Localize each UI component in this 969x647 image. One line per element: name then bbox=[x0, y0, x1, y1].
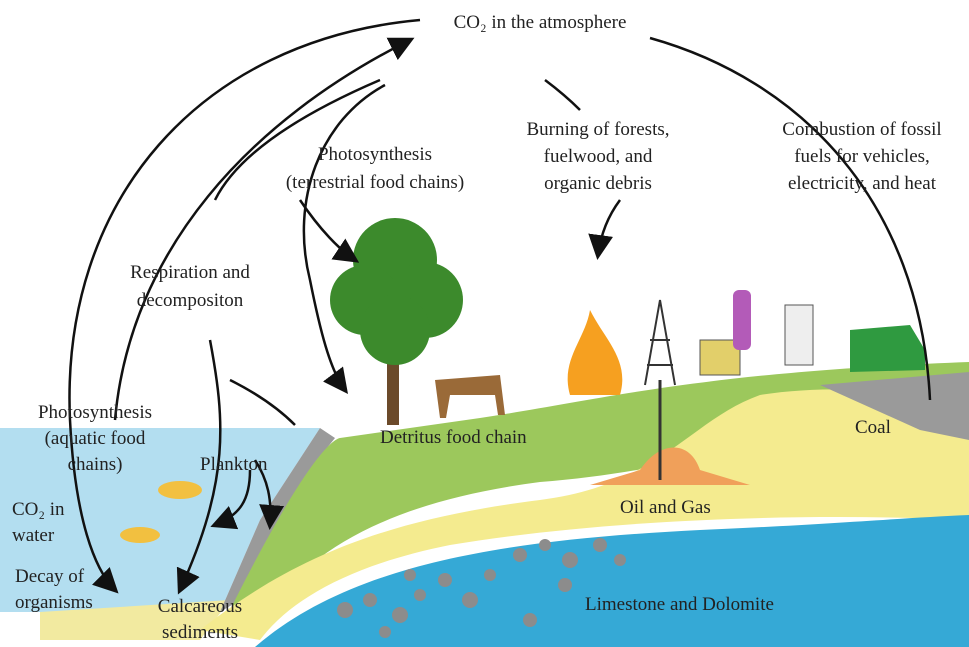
animal bbox=[435, 375, 505, 418]
label: Detritus food chain bbox=[380, 427, 527, 448]
tree-crown bbox=[330, 218, 463, 365]
label: Oil and Gas bbox=[620, 497, 711, 518]
fuel-pump bbox=[785, 305, 813, 365]
refinery-tower bbox=[733, 290, 751, 350]
label: Plankton bbox=[200, 454, 268, 475]
atmosphere-label: CO₂ in the atmosphere bbox=[454, 12, 627, 33]
carbon-cycle-diagram: CO₂ in the atmosphere Photosynthesis(ter… bbox=[0, 0, 969, 647]
label: Limestone and Dolomite bbox=[585, 594, 774, 615]
fire bbox=[568, 310, 623, 395]
label: Coal bbox=[855, 417, 891, 438]
limestone-layer bbox=[255, 515, 969, 647]
oil-derrick bbox=[645, 300, 675, 385]
label: Photosynthesis(terrestrial food chains) bbox=[286, 144, 464, 193]
car bbox=[850, 325, 925, 372]
